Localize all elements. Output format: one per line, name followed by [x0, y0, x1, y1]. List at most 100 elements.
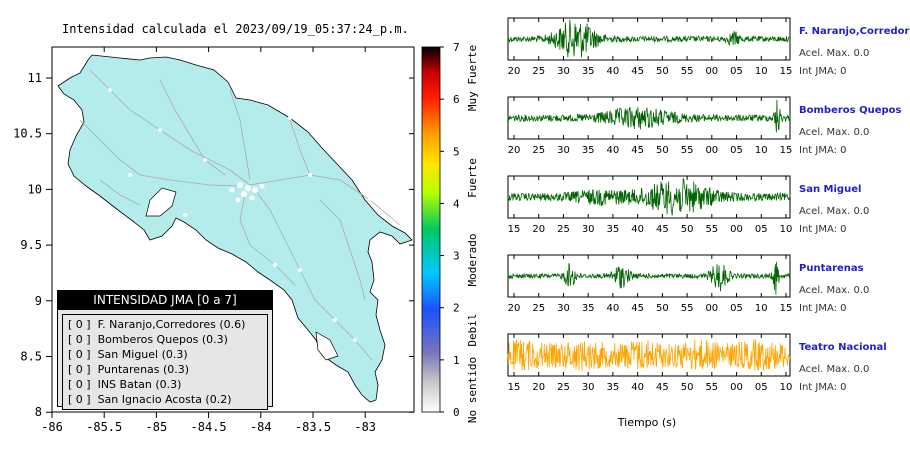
station-name: Teatro Nacional — [799, 342, 887, 353]
waveform-tick-label: 00 — [705, 145, 718, 156]
legend-item: [ 0 ] F. Naranjo,Corredores (0.6) — [68, 318, 246, 331]
waveform-tick-label: 10 — [755, 303, 768, 314]
waveform-tick-label: 20 — [532, 382, 545, 393]
waveform-tick-label: 55 — [681, 303, 694, 314]
waveform-tick-label: 40 — [607, 66, 620, 77]
waveform-tick-label: 15 — [508, 382, 521, 393]
intensity-colorbar: 7 6 5 4 3 2 1 0 Muy Fuerte Fuerte Moderado Debil No … — [421, 41, 479, 423]
waveform-tick-label: 20 — [532, 224, 545, 235]
legend-item: [ 0 ] Puntarenas (0.3) — [68, 363, 190, 376]
station-intensity: Int JMA: 0 — [799, 303, 847, 314]
waveform-tick-label: 55 — [681, 66, 694, 77]
colorbar-category-label: Debil — [466, 313, 479, 346]
intensity-legend: INTENSIDAD JMA [0 a 7] [ 0 ] F. Naranjo,… — [57, 290, 273, 410]
waveform-tick-label: 05 — [755, 382, 768, 393]
map-y-tick-label: 8 — [35, 405, 42, 419]
waveform-tick-label: 10 — [755, 66, 768, 77]
waveform-tick-label: 35 — [607, 224, 620, 235]
waveform-tick-label: 05 — [730, 303, 743, 314]
waveform-tick-label: 00 — [730, 382, 743, 393]
waveform-trace — [507, 261, 791, 295]
waveform-tick-label: 35 — [607, 382, 620, 393]
waveform-tick-label: 05 — [755, 224, 768, 235]
map-x-tick-label: -83 — [354, 420, 376, 434]
waveform-tick-label: 30 — [582, 382, 595, 393]
station-accel: Acel. Max. 0.0 — [799, 285, 869, 296]
waveform-tick-label: 55 — [705, 224, 718, 235]
waveform-tick-label: 10 — [755, 145, 768, 156]
waveform-tick-label: 20 — [508, 145, 521, 156]
colorbar-category-label: Muy Fuerte — [466, 45, 479, 111]
waveform-tick-label: 25 — [532, 66, 545, 77]
legend-title: INTENSIDAD JMA [0 a 7] — [58, 291, 272, 310]
map-y-tick-label: 11 — [28, 71, 42, 85]
waveform-3: 20 25 30 35 40 45 50 55 00 05 10 15 Puntarenas Acel. … — [507, 254, 869, 314]
colorbar-tick-label: 4 — [453, 197, 460, 210]
waveform-trace — [507, 339, 791, 372]
waveform-tick-label: 05 — [730, 145, 743, 156]
colorbar-tick-label: 6 — [453, 93, 460, 106]
map-x-tick-label: -85.5 — [86, 420, 122, 434]
map-y-tick-label: 10 — [28, 182, 42, 196]
waveform-tick-label: 40 — [631, 224, 644, 235]
waveform-xlabel: Tiempo (s) — [617, 416, 676, 429]
waveform-tick-label: 15 — [780, 66, 793, 77]
waveform-tick-label: 10 — [780, 224, 793, 235]
waveform-tick-label: 50 — [656, 66, 669, 77]
waveform-tick-label: 40 — [631, 382, 644, 393]
waveform-tick-label: 35 — [582, 66, 595, 77]
waveform-tick-label: 30 — [557, 66, 570, 77]
waveform-tick-label: 20 — [508, 303, 521, 314]
waveform-tick-label: 40 — [607, 145, 620, 156]
colorbar-tick-label: 5 — [453, 145, 460, 158]
waveform-tick-label: 15 — [780, 303, 793, 314]
map-title: Intensidad calculada el 2023/09/19_05:37… — [62, 22, 409, 36]
station-intensity: Int JMA: 0 — [799, 66, 847, 77]
waveform-tick-label: 50 — [656, 145, 669, 156]
colorbar-tick-label: 0 — [453, 406, 460, 419]
legend-item: [ 0 ] Bomberos Quepos (0.3) — [68, 333, 228, 346]
waveform-tick-label: 25 — [557, 382, 570, 393]
map-x-tick-label: -83.5 — [295, 420, 331, 434]
waveform-tick-label: 45 — [631, 303, 644, 314]
station-accel: Acel. Max. 0.0 — [799, 206, 869, 217]
waveform-trace — [507, 19, 791, 58]
colorbar-gradient — [421, 46, 441, 413]
station-accel: Acel. Max. 0.0 — [799, 364, 869, 375]
legend-item: [ 0 ] San Miguel (0.3) — [68, 348, 188, 361]
legend-item: [ 0 ] INS Batan (0.3) — [68, 378, 182, 391]
station-name: F. Naranjo,Corredores — [799, 26, 910, 37]
legend-list: [ 0 ] F. Naranjo,Corredores (0.6) [ 0 ] … — [62, 314, 268, 410]
station-markers — [108, 88, 372, 342]
map-y-tick-label: 8.5 — [20, 350, 42, 364]
waveform-tick-label: 40 — [607, 303, 620, 314]
waveform-tick-label: 50 — [681, 224, 694, 235]
map-y-tick-label: 9 — [35, 294, 42, 308]
legend-item: [ 0 ] San Ignacio Acosta (0.2) — [68, 393, 232, 406]
waveform-tick-label: 05 — [730, 66, 743, 77]
colorbar-category-label: Fuerte — [466, 158, 479, 198]
waveform-tick-label: 55 — [681, 145, 694, 156]
map-y-tick-label: 10.5 — [13, 127, 42, 141]
station-accel: Acel. Max. 0.0 — [799, 127, 869, 138]
waveform-tick-label: 45 — [631, 145, 644, 156]
waveform-tick-label: 00 — [730, 224, 743, 235]
waveform-tick-label: 30 — [557, 145, 570, 156]
waveform-tick-label: 10 — [780, 382, 793, 393]
map-x-tick-label: -86 — [41, 420, 63, 434]
colorbar-tick-label: 7 — [453, 41, 460, 54]
waveform-tick-label: 20 — [508, 66, 521, 77]
waveform-tick-label: 45 — [631, 66, 644, 77]
waveform-4: 15 20 25 30 35 40 45 50 55 00 05 10 Teatro Nacional A… — [507, 333, 887, 393]
colorbar-ticks: 7 6 5 4 3 2 1 0 Muy Fuerte Fuerte Moderado Debil No … — [440, 41, 479, 423]
colorbar-category-label: Moderado — [466, 234, 479, 287]
waveform-2: 15 20 25 30 35 40 45 50 55 00 05 10 San Miguel Acel. … — [507, 175, 869, 235]
station-name: Puntarenas — [799, 263, 864, 274]
waveform-tick-label: 30 — [557, 303, 570, 314]
colorbar-tick-label: 2 — [453, 302, 460, 315]
station-accel: Acel. Max. 0.0 — [799, 48, 869, 59]
waveform-tick-label: 25 — [557, 224, 570, 235]
colorbar-category-label: No sentido — [466, 357, 479, 423]
waveform-tick-label: 50 — [681, 382, 694, 393]
waveform-tick-label: 15 — [508, 224, 521, 235]
